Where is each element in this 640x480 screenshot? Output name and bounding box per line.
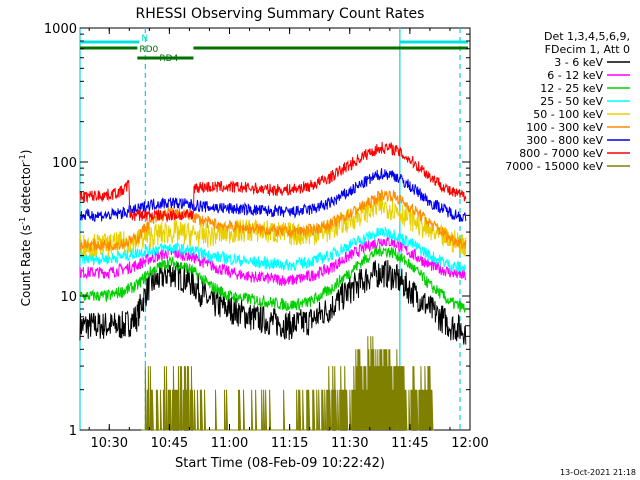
- y-tick-label: 10: [60, 290, 77, 305]
- y-axis-label: Count Rate (s-1 detector-1): [18, 150, 33, 307]
- legend-header: Det 1,3,4,5,6,9,: [544, 30, 630, 43]
- legend: Det 1,3,4,5,6,9,FDecim 1, Att 03 - 6 keV…: [505, 30, 630, 173]
- y-label-sup-1: -1: [18, 217, 27, 225]
- legend-label: 3 - 6 keV: [554, 56, 603, 69]
- y-label-sup-2: -1: [18, 154, 27, 162]
- x-tick-label: 10:45: [151, 436, 188, 451]
- flag-label: N: [141, 34, 148, 44]
- x-tick-label: 12:00: [451, 436, 488, 451]
- chart-title: RHESSI Observing Summary Count Rates: [136, 6, 425, 22]
- y-tick-label: 100: [52, 156, 77, 171]
- series-line: [79, 189, 467, 252]
- y-label-part-2: detector: [19, 162, 33, 217]
- x-tick-label: 10:30: [91, 436, 128, 451]
- y-label-part-3: ): [19, 150, 33, 155]
- y-tick-label: 1000: [44, 22, 77, 37]
- legend-label: 7000 - 15000 keV: [505, 160, 603, 173]
- timestamp: 13-Oct-2021 21:18: [560, 468, 636, 477]
- legend-header: FDecim 1, Att 0: [545, 43, 630, 56]
- legend-label: 800 - 7000 keV: [519, 147, 603, 160]
- y-label-part-1: Count Rate (s: [19, 225, 33, 307]
- legend-label: 50 - 100 keV: [533, 108, 603, 121]
- x-tick-label: 11:30: [331, 436, 368, 451]
- legend-label: 6 - 12 keV: [547, 69, 603, 82]
- x-axis: 10:30 10:45 11:00 11:15 11:30 11:45 12:00: [88, 28, 489, 451]
- x-tick-label: 11:15: [271, 436, 308, 451]
- y-axis: 1 10 100 1000: [44, 22, 470, 439]
- series-line: [79, 141, 467, 223]
- legend-label: 100 - 300 keV: [526, 121, 603, 134]
- y-tick-label: 1: [69, 424, 77, 439]
- x-tick-label: 11:00: [211, 436, 248, 451]
- series-line: [79, 260, 467, 345]
- flag-label: RD0: [139, 45, 158, 55]
- series-line: [79, 168, 467, 223]
- legend-label: 12 - 25 keV: [540, 82, 603, 95]
- x-axis-label: Start Time (08-Feb-09 10:22:42): [175, 456, 385, 471]
- legend-label: 300 - 800 keV: [526, 134, 603, 147]
- series-line: [79, 245, 467, 313]
- series-line: [79, 226, 466, 273]
- x-tick-label: 11:45: [391, 436, 428, 451]
- flag-label: RD4: [159, 54, 178, 64]
- legend-label: 25 - 50 keV: [540, 95, 603, 108]
- series-line: [79, 236, 467, 287]
- series-line: [141, 336, 434, 431]
